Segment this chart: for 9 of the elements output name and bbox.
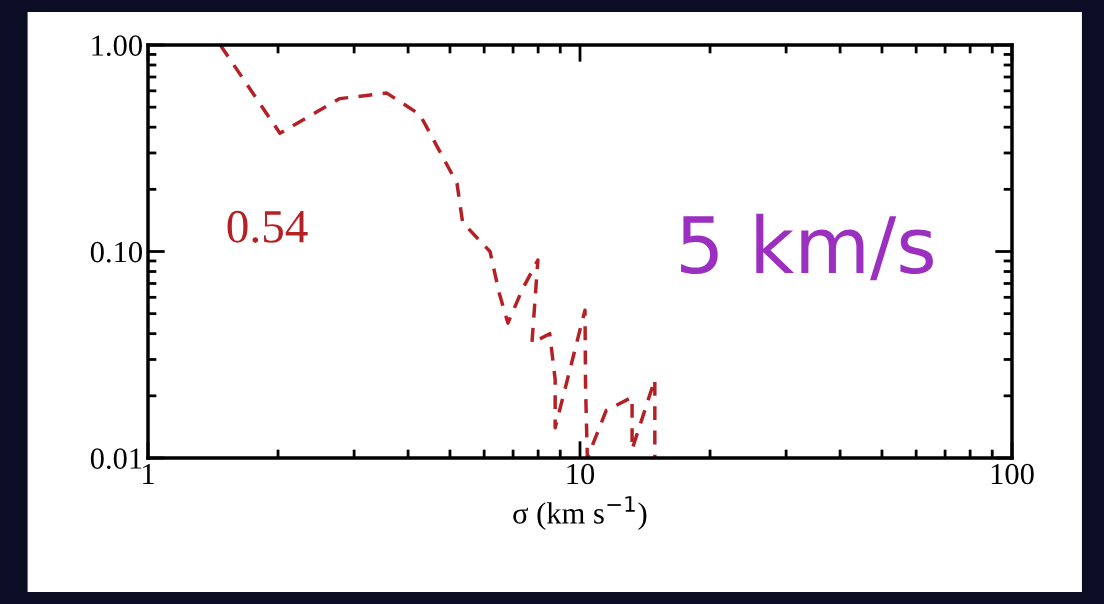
annotation: 0.54 — [227, 210, 308, 243]
y-tick-label: 0.10 — [90, 241, 142, 263]
y-tick-label: 1.00 — [92, 35, 142, 57]
x-tick-label: 100 — [991, 463, 1034, 485]
y-tick-label: 0.01 — [90, 448, 142, 470]
x-tick-label: 10 — [567, 463, 595, 485]
x-axis-title: σ (km s$^{−1}$) — [513, 496, 647, 530]
x-tick-label: 1 — [143, 463, 154, 485]
annotation: 5 km/s — [681, 213, 933, 281]
